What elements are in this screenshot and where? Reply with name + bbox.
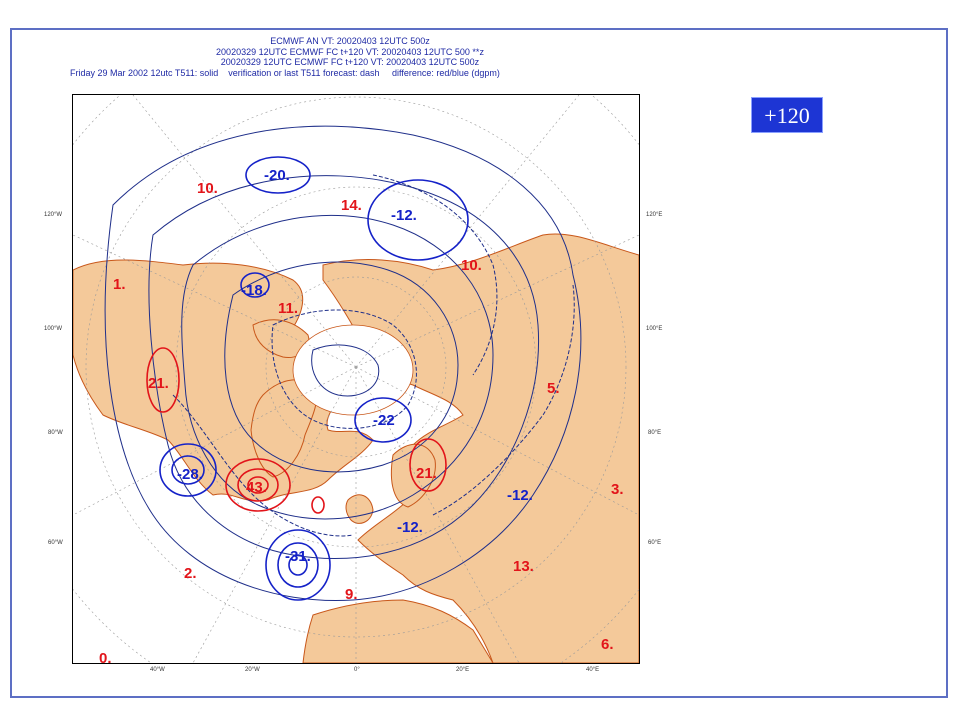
- diff-label: -20.: [264, 167, 290, 184]
- polar-map: 120°W 10. 14. 10. 11. 21. 43. 21. 5. 3. …: [72, 94, 640, 664]
- diff-label: -12.: [391, 207, 417, 224]
- diff-label: -28.: [177, 466, 203, 483]
- header-line-forecast-a: 20020329 12UTC ECMWF FC t+120 VT: 200204…: [216, 46, 484, 57]
- slide-frame: [10, 28, 948, 698]
- label-right-100e: 100°E: [646, 326, 663, 332]
- arctic-ocean: [292, 324, 414, 416]
- diff-label: 11.: [278, 300, 298, 317]
- diff-label: 10.: [197, 180, 218, 197]
- header-line-forecast-b: 20020329 12UTC ECMWF FC t+120 VT: 200204…: [220, 57, 480, 67]
- label-right-120e: 120°E: [646, 212, 663, 218]
- label-bottom-40e: 40°E: [586, 667, 600, 673]
- diff-label: -22: [373, 412, 395, 429]
- label-right-60e: 60°E: [648, 540, 662, 546]
- label-left-60w: 60°W: [48, 540, 63, 546]
- label-bottom-20e: 20°E: [456, 667, 470, 673]
- diff-label: 2.: [184, 565, 197, 582]
- diff-label: 10.: [461, 257, 482, 274]
- diff-label: 43.: [246, 479, 267, 496]
- difference-labels: 10. 14. 10. 11. 21. 43. 21. 5. 3. 13. 9.…: [99, 167, 624, 663]
- diff-label: 3.: [611, 481, 624, 498]
- diff-label: 5.: [547, 380, 560, 397]
- land-layer: [73, 233, 639, 663]
- diff-label: 13.: [513, 558, 534, 575]
- label-bottom-20w: 20°W: [245, 667, 260, 673]
- negative-difference-contours: [159, 156, 469, 601]
- diff-label: -18.: [241, 282, 267, 299]
- label-left-80w: 80°W: [48, 430, 63, 436]
- label-left-100w: 100°W: [44, 326, 63, 332]
- chart-header: ECMWF AN VT: 20020403 12UTC 500z 2002032…: [70, 36, 630, 78]
- diff-label: -12.: [507, 487, 533, 504]
- map-canvas: 120°W 10. 14. 10. 11. 21. 43. 21. 5. 3. …: [73, 95, 639, 663]
- label-bottom-40w: 40°W: [150, 667, 165, 673]
- label-left-120w: 120°W: [44, 212, 63, 218]
- diff-label: 21.: [416, 465, 437, 482]
- diff-label: 0.: [99, 650, 112, 663]
- forecast-step-badge: +120: [751, 97, 823, 133]
- diff-label: 1.: [113, 276, 126, 293]
- header-line-legend: Friday 29 Mar 2002 12utc T511: solid ver…: [70, 67, 500, 78]
- positive-difference-contours: [146, 347, 447, 514]
- landmass-africa: [302, 599, 494, 663]
- height-contours: [104, 125, 582, 602]
- landmass-british-isles: [345, 494, 374, 524]
- diff-label: 14.: [341, 197, 362, 214]
- diff-label: 21.: [148, 375, 169, 392]
- landmass-eurasia: [322, 233, 639, 663]
- label-bottom-0: 0°: [354, 667, 360, 673]
- graticule: [73, 95, 639, 663]
- diff-label: -12.: [397, 519, 423, 536]
- diff-label: 6.: [601, 636, 614, 653]
- diff-label: -31.: [285, 548, 311, 565]
- header-line-analysis: ECMWF AN VT: 20020403 12UTC 500z: [270, 36, 430, 46]
- label-right-80e: 80°E: [648, 430, 662, 436]
- diff-label: 9.: [345, 586, 358, 603]
